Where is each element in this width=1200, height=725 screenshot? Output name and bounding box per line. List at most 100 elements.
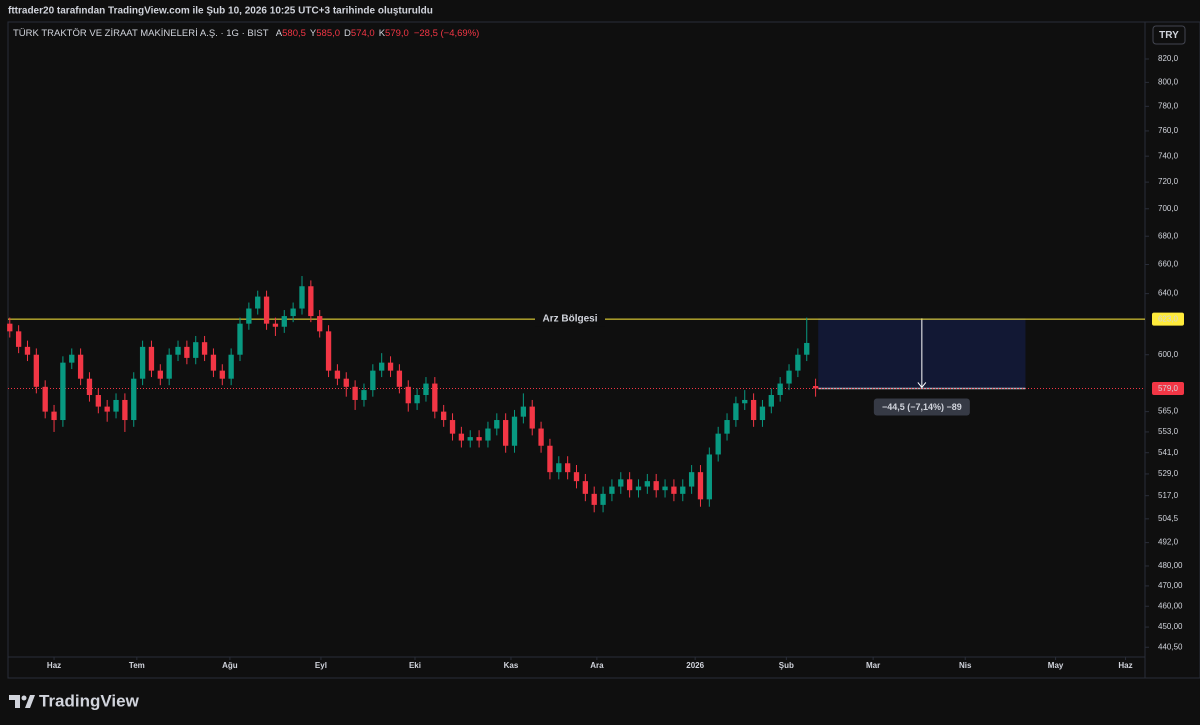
candle-body [370, 370, 376, 391]
candle-body [308, 286, 314, 317]
candle-body [715, 433, 721, 455]
candle-body [51, 411, 57, 421]
candle-body [60, 362, 66, 421]
candle-body [299, 286, 305, 309]
candle-body [69, 354, 75, 363]
annotation: Arz Bölgesi [542, 314, 597, 325]
candle-body [680, 486, 686, 494]
candle-body [184, 346, 190, 358]
candle-body [272, 323, 279, 327]
ohlc-value: 579,0 [385, 28, 409, 39]
x-tick-label: Eki [409, 661, 421, 670]
candle-body [86, 378, 93, 396]
candle-body [24, 346, 31, 355]
candle-body [379, 362, 385, 371]
candle-body [33, 354, 39, 387]
change: −28,5 (−4,69%) [414, 28, 480, 39]
candle-body [334, 370, 341, 379]
x-tick-label: Ara [590, 661, 604, 670]
candle-body [246, 308, 252, 324]
candle-body [361, 390, 367, 400]
brand-logo [9, 695, 35, 708]
ohlc-value: 574,0 [351, 28, 375, 39]
candle-body [343, 378, 349, 387]
candle-body [697, 472, 704, 500]
y-tick-label: 529,0 [1158, 469, 1179, 478]
candle-body [77, 354, 84, 379]
candle-body [759, 406, 766, 421]
y-tick-label: 492,0 [1158, 538, 1179, 547]
x-tick-label: Şub [779, 661, 794, 670]
currency[interactable]: TRY [1159, 30, 1179, 41]
y-tick-label: 680,0 [1158, 231, 1179, 240]
candle-body [812, 385, 819, 389]
candle-body [520, 406, 527, 417]
candle-body [626, 479, 633, 491]
candle-body [777, 383, 783, 396]
measure-label-box [873, 398, 970, 416]
candle-body [564, 463, 571, 473]
candle-body [352, 386, 358, 400]
x-tick-label: 2026 [686, 661, 704, 670]
ohlc-value: 585,0 [316, 28, 340, 39]
candle-body [662, 486, 668, 491]
candle-body [166, 354, 172, 379]
ohlc-key: D [344, 28, 351, 39]
y-tick-label: 565,0 [1158, 407, 1179, 416]
candle-body [786, 370, 792, 384]
candle-body [193, 342, 199, 358]
candle-body [15, 331, 22, 347]
y-tick-label: 600,0 [1158, 350, 1179, 359]
candle-body [219, 370, 225, 379]
candle-body [423, 383, 429, 396]
candle-body [635, 486, 642, 491]
candle-body [706, 454, 712, 500]
candle-body [317, 316, 323, 332]
currency-box[interactable] [1152, 25, 1186, 45]
chart-frame [7, 21, 1200, 679]
candle-body [485, 428, 491, 441]
y-tick-label: 660,0 [1158, 260, 1179, 269]
y-tick-label: 450,00 [1158, 622, 1183, 631]
candle-body [441, 411, 447, 421]
y-tick-label: 740,0 [1158, 151, 1179, 160]
candle-body [609, 486, 615, 494]
candle-body [104, 406, 110, 412]
ohlc-key: Y [310, 28, 317, 39]
candle-body [157, 370, 163, 379]
candle-body [573, 472, 580, 482]
y-tick-label: 553,0 [1158, 427, 1179, 436]
candle-body [228, 354, 234, 379]
x-tick-label: Haz [47, 661, 61, 670]
candle-body [733, 403, 739, 421]
candle-body [255, 296, 261, 309]
candle-body [556, 463, 562, 473]
candle-body [529, 406, 535, 429]
candle-body [591, 493, 597, 505]
candle-body [618, 479, 624, 487]
candle-body [503, 420, 509, 446]
candle-body [768, 395, 774, 407]
candle-body [325, 331, 332, 371]
ohlc-value: 580,5 [282, 28, 306, 39]
x-tick-label: Nis [959, 661, 972, 670]
candle-body [671, 486, 677, 494]
y-tick-label: 800,0 [1158, 77, 1179, 86]
candle-body [7, 323, 13, 332]
candle-body [414, 395, 420, 404]
ohlc-key: A [276, 28, 283, 39]
x-tick-label: Haz [1118, 661, 1132, 670]
candle-body [644, 481, 650, 487]
candle-body [432, 383, 438, 412]
candle-body [449, 420, 456, 434]
candle-body [263, 296, 270, 324]
candle-body [175, 346, 181, 355]
candle-body [742, 399, 748, 404]
y-tick-label: 820,0 [1158, 54, 1179, 63]
y-tick-label: 460,00 [1158, 601, 1183, 610]
y-tick-label: 517,0 [1158, 491, 1179, 500]
candle-body [148, 346, 155, 371]
candle-body [600, 493, 606, 505]
